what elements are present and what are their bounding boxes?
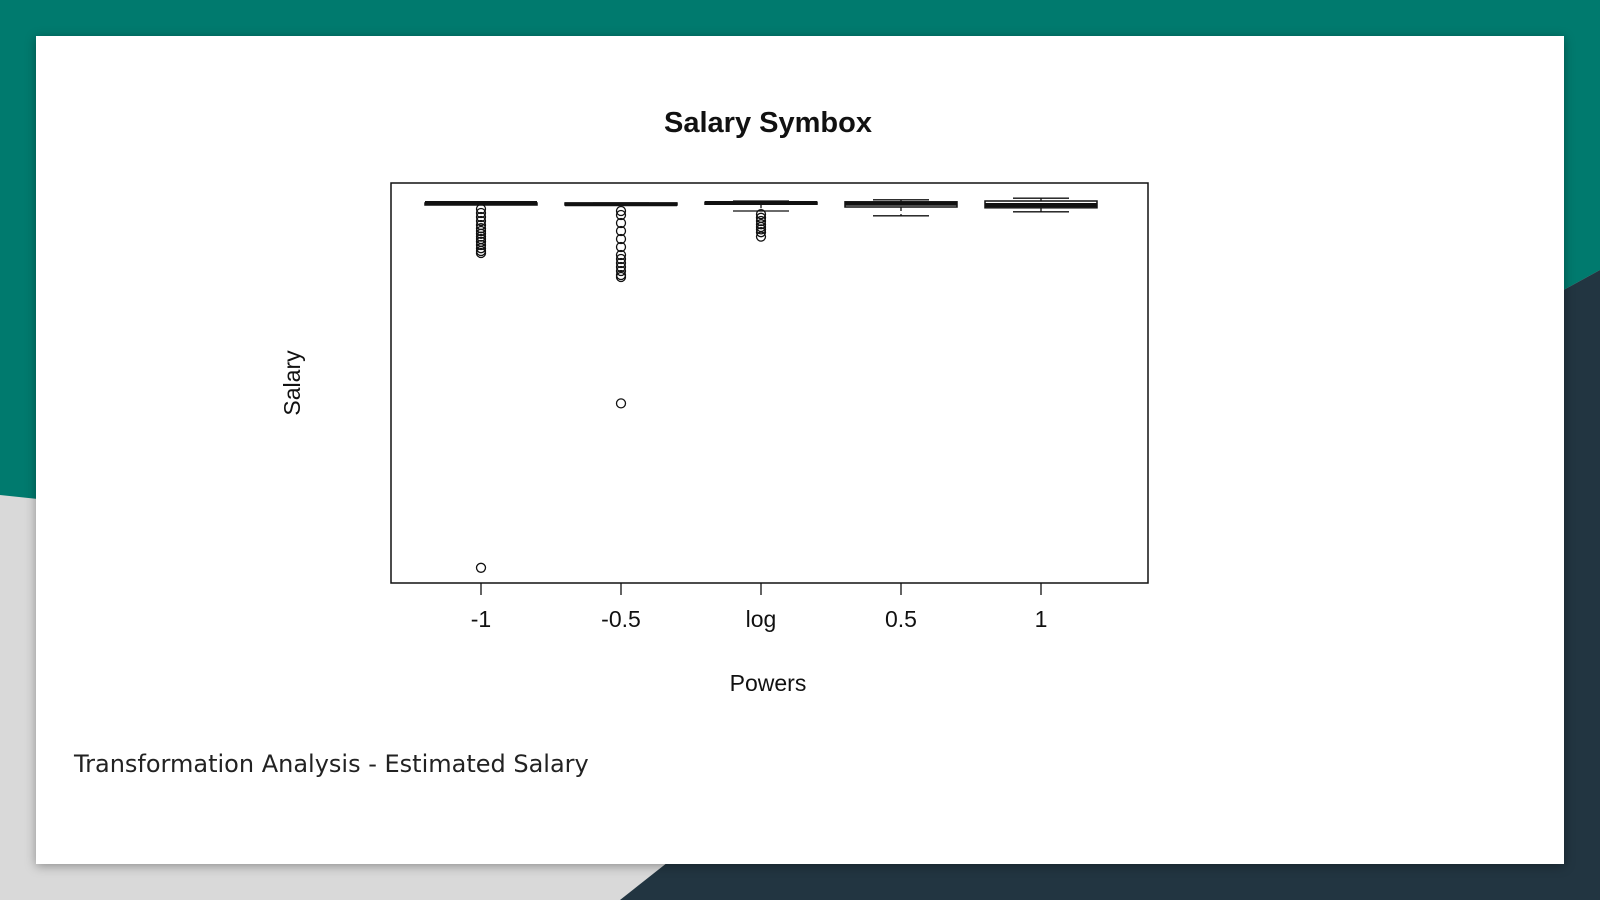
box-group-1 — [564, 202, 678, 409]
outlier-point — [755, 209, 767, 220]
box-group-2 — [704, 200, 818, 242]
x-axis-label: Powers — [730, 670, 807, 696]
plot-marks — [424, 197, 1098, 573]
outlier-point — [755, 219, 767, 230]
outlier-point — [615, 265, 627, 277]
slide-panel: Salary Symbox -1 -0.5 log 0.5 1 Powers Salar… — [36, 36, 1564, 864]
y-axis-label: Salary — [279, 350, 305, 416]
box-group-4 — [984, 197, 1098, 213]
outlier-point — [475, 243, 487, 254]
slide-caption: Transformation Analysis - Estimated Sala… — [74, 750, 589, 778]
outlier-point — [615, 241, 627, 253]
outlier-point — [615, 257, 627, 269]
symbox-chart: Salary Symbox -1 -0.5 log 0.5 1 Powers Salar… — [279, 107, 1149, 696]
outlier-point — [475, 562, 487, 573]
outlier-point — [615, 225, 627, 237]
x-tick-label: -0.5 — [601, 606, 641, 632]
outlier-point — [615, 209, 627, 221]
chart-title: Salary Symbox — [664, 107, 872, 139]
outlier-point — [615, 205, 627, 217]
x-tick-label: 1 — [1035, 606, 1048, 632]
box-group-0 — [424, 201, 538, 573]
outlier-point — [615, 271, 627, 283]
x-tick-label: -1 — [471, 606, 491, 632]
outlier-point — [755, 231, 767, 242]
outlier-point — [615, 249, 627, 261]
outlier-point — [475, 239, 487, 251]
x-axis: -1 -0.5 log 0.5 1 — [471, 583, 1048, 632]
plot-frame — [390, 182, 1149, 584]
x-tick-label: log — [746, 606, 777, 632]
outlier-point — [475, 225, 487, 237]
outlier-point — [615, 398, 627, 409]
outlier-point — [475, 203, 487, 215]
outlier-point — [475, 207, 487, 219]
outlier-point — [475, 211, 487, 223]
outlier-point — [615, 233, 627, 245]
outlier-point — [475, 228, 487, 239]
outlier-point — [475, 247, 487, 259]
outlier-point — [755, 227, 767, 238]
outlier-point — [755, 224, 767, 235]
outlier-point — [615, 253, 627, 265]
outlier-point — [615, 217, 627, 229]
outlier-point — [615, 261, 627, 273]
box-group-3 — [844, 199, 958, 217]
outlier-point — [475, 215, 487, 227]
x-tick-label: 0.5 — [885, 606, 917, 632]
